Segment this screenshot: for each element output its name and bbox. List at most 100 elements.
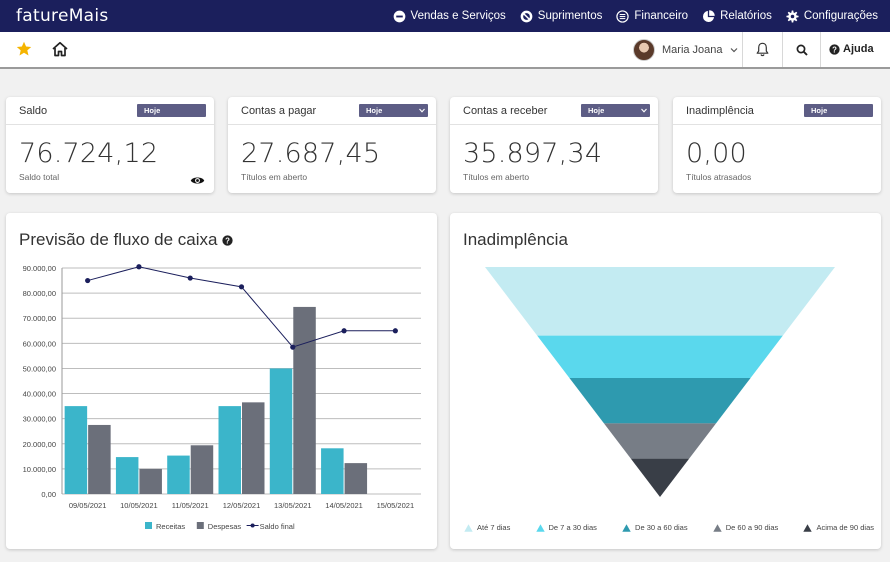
top-navbar: fatureMais Vendas e Serviços Suprimentos… xyxy=(0,0,890,32)
eye-icon[interactable] xyxy=(190,175,205,186)
line-point[interactable] xyxy=(136,264,142,270)
star-icon[interactable] xyxy=(16,41,32,57)
line-point[interactable] xyxy=(290,344,296,350)
bar-despesas[interactable] xyxy=(190,445,214,494)
home-icon[interactable] xyxy=(51,41,69,57)
kpi-subtitle: Títulos em aberto xyxy=(241,172,308,182)
kpi-title: Saldo xyxy=(19,105,48,117)
line-point[interactable] xyxy=(187,275,193,281)
bar-despesas[interactable] xyxy=(344,463,368,494)
line-point[interactable] xyxy=(392,328,398,334)
user-menu[interactable]: Maria Joana xyxy=(633,32,738,67)
legend-swatch xyxy=(535,523,545,532)
legend-swatch xyxy=(196,522,204,529)
avatar xyxy=(633,38,655,61)
bar-receitas[interactable] xyxy=(115,457,139,494)
line-point[interactable] xyxy=(85,277,91,284)
y-tick-label: 80.000,00 xyxy=(23,289,56,298)
legend-swatch xyxy=(250,523,255,528)
period-dropdown[interactable]: Hoje xyxy=(359,104,428,117)
nav-item-supplies[interactable]: Suprimentos xyxy=(520,10,602,23)
minus-circle-icon xyxy=(393,10,405,22)
funnel-segment[interactable] xyxy=(569,377,751,424)
y-tick-label: 50.000,00 xyxy=(23,364,56,373)
funnel-segment[interactable] xyxy=(537,335,783,378)
x-tick-label: 15/05/2021 xyxy=(377,501,415,510)
bar-receitas[interactable] xyxy=(167,455,190,494)
bar-despesas[interactable] xyxy=(88,424,111,494)
legend-label: De 60 a 90 dias xyxy=(725,523,779,532)
toolbar-divider xyxy=(820,32,821,67)
period-badge: Hoje xyxy=(804,104,873,117)
period-badge: Hoje xyxy=(137,104,206,117)
search-icon[interactable] xyxy=(796,44,808,56)
x-tick-label: 13/05/2021 xyxy=(274,501,312,510)
chevron-down-icon xyxy=(641,108,647,113)
kpi-subtitle: Saldo total xyxy=(19,172,60,182)
app-logo[interactable]: fatureMais xyxy=(16,6,109,26)
triangle-icon xyxy=(713,523,722,532)
nav-item-reports[interactable]: Relatórios xyxy=(702,9,772,23)
bar-despesas[interactable] xyxy=(139,468,162,494)
x-tick-label: 14/05/2021 xyxy=(325,501,363,510)
cashflow-title: Previsão de fluxo de caixa xyxy=(19,230,218,249)
x-tick-label: 10/05/2021 xyxy=(120,501,158,510)
kpi-header xyxy=(228,97,436,125)
legend-item[interactable]: De 7 a 30 dias xyxy=(535,523,597,532)
bar-receitas[interactable] xyxy=(269,368,293,494)
triangle-icon xyxy=(535,523,545,532)
legend-swatch xyxy=(145,522,152,529)
kpi-card-balance: Saldo Hoje 76.724,12 Saldo total xyxy=(6,97,214,193)
toolbar-divider xyxy=(782,32,783,67)
question-circle-icon[interactable]: ? xyxy=(222,235,234,246)
legend-label: Saldo final xyxy=(260,522,295,531)
x-tick-label: 12/05/2021 xyxy=(223,501,261,510)
nav-label-settings: Configurações xyxy=(803,10,878,22)
toolbar-divider xyxy=(742,32,743,67)
legend-item[interactable]: De 60 a 90 dias xyxy=(713,523,779,532)
nav-item-settings[interactable]: Configurações xyxy=(786,9,878,23)
bar-despesas[interactable] xyxy=(293,306,316,494)
legend-swatch xyxy=(464,523,473,532)
legend-swatch xyxy=(622,523,631,532)
line-point[interactable] xyxy=(341,328,347,334)
kpi-value: 76.724,12 xyxy=(19,138,159,169)
period-label: Hoje xyxy=(366,106,383,115)
period-dropdown[interactable]: Hoje xyxy=(581,104,650,117)
y-tick-label: 30.000,00 xyxy=(23,415,56,424)
user-name: Maria Joana xyxy=(662,43,723,56)
legend-item[interactable]: Até 7 dias xyxy=(464,523,510,532)
x-tick-label: 11/05/2021 xyxy=(172,501,209,510)
legend-item[interactable]: Acima de 90 dias xyxy=(803,523,874,532)
kpi-title: Inadimplência xyxy=(686,105,754,117)
bar-receitas[interactable] xyxy=(218,406,242,494)
period-label: Hoje xyxy=(588,106,605,115)
help-button[interactable]: ? Ajuda xyxy=(829,43,874,55)
funnel-segment[interactable] xyxy=(485,267,835,336)
line-point[interactable] xyxy=(238,284,245,290)
x-tick-label: 09/05/2021 xyxy=(69,501,107,510)
panel-title: Previsão de fluxo de caixa? xyxy=(19,230,234,250)
y-tick-label: 20.000,00 xyxy=(23,440,56,449)
bell-icon[interactable] xyxy=(756,42,769,57)
chevron-down-icon xyxy=(419,108,425,113)
y-tick-label: 60.000,00 xyxy=(23,339,56,348)
kpi-value: 27.687,45 xyxy=(241,138,381,169)
triangle-icon xyxy=(464,523,473,532)
legend-label: De 7 a 30 dias xyxy=(548,523,597,532)
nav-item-finance[interactable]: Financeiro xyxy=(616,9,688,23)
nav-item-sales[interactable]: Vendas e Serviços xyxy=(393,10,506,23)
kpi-card-delinquency: Inadimplência Hoje 0,00 Títulos atrasado… xyxy=(673,97,881,193)
legend-item[interactable]: De 30 a 60 dias xyxy=(622,523,688,532)
legend-label: De 30 a 60 dias xyxy=(635,523,688,532)
delinquency-funnel xyxy=(485,267,835,497)
legend-label: Receitas xyxy=(156,522,185,531)
gear-icon xyxy=(786,9,799,23)
bar-receitas[interactable] xyxy=(321,448,344,494)
bar-receitas[interactable] xyxy=(64,406,88,494)
kpi-header xyxy=(6,97,214,125)
funnel-segment[interactable] xyxy=(603,423,717,459)
help-label: Ajuda xyxy=(843,43,874,55)
bar-despesas[interactable] xyxy=(242,402,265,494)
funnel-segment[interactable] xyxy=(630,458,690,497)
